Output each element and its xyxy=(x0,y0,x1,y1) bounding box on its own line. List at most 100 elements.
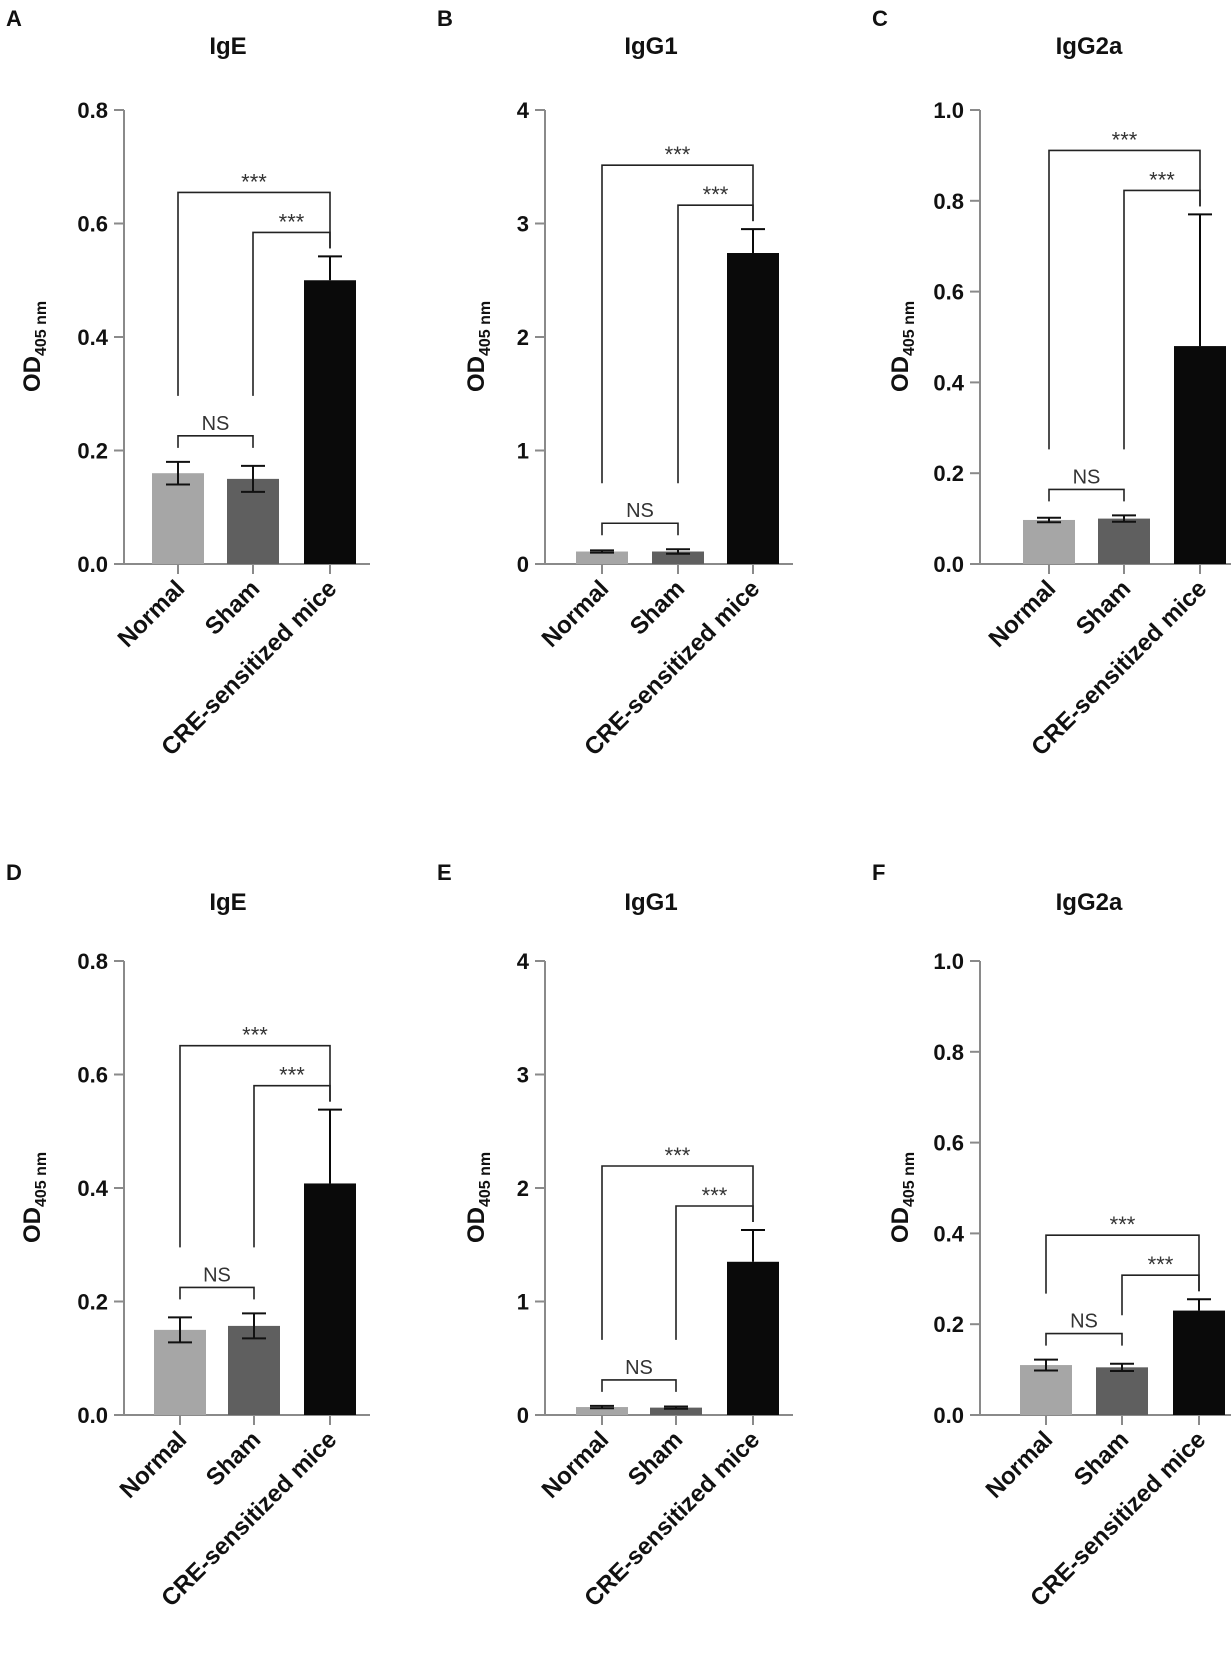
significance-label: *** xyxy=(665,1143,691,1168)
significance-label: *** xyxy=(1148,1252,1174,1277)
y-tick-label: 0.4 xyxy=(77,1176,108,1201)
y-tick-label: 0.6 xyxy=(77,212,108,237)
panel-label: D xyxy=(6,860,22,885)
y-axis-label-sub: 405 nm xyxy=(901,301,918,356)
y-axis-label: OD405 nm xyxy=(463,301,494,392)
significance-label: NS xyxy=(1073,466,1101,488)
y-axis-label-sub: 405 nm xyxy=(477,301,494,356)
significance-bracket xyxy=(177,191,331,396)
y-tick-label: 0.0 xyxy=(933,1403,964,1428)
significance-label: *** xyxy=(1149,167,1175,192)
bar-sham xyxy=(1098,518,1150,564)
chart-panel-f: F IgG2a 0.0 0.2 0.4 0.6 0.8 1.0 OD405 nm Normal Sh… xyxy=(872,860,1231,1612)
significance-label: *** xyxy=(703,182,729,207)
y-tick-label: 0.8 xyxy=(77,949,108,974)
y-axis-label-sub: 405 nm xyxy=(901,1152,918,1207)
bar-cre xyxy=(1174,346,1226,564)
significance-bracket xyxy=(1048,488,1125,502)
significance-bracket xyxy=(177,435,254,448)
chart-title: IgE xyxy=(209,889,246,916)
bar-cre xyxy=(1173,1310,1225,1415)
significance-bracket xyxy=(601,1379,677,1392)
x-tick-label: Normal xyxy=(537,1426,615,1504)
y-axis-label-main: OD xyxy=(887,356,914,392)
significance-bracket xyxy=(601,1165,754,1340)
x-tick-label: Normal xyxy=(113,575,191,653)
y-tick-label: 2 xyxy=(517,325,529,350)
chart-title: IgG1 xyxy=(624,889,677,916)
y-tick-label: 0 xyxy=(517,1403,529,1428)
x-tick-label: Sham xyxy=(1071,575,1136,640)
significance-label: *** xyxy=(702,1183,728,1208)
y-axis-label: OD405 nm xyxy=(887,1152,918,1243)
y-tick-label: 0.2 xyxy=(77,439,108,464)
y-tick-label: 0.8 xyxy=(77,98,108,123)
y-tick-label: 0.0 xyxy=(77,552,108,577)
x-tick-label: Sham xyxy=(625,575,690,640)
y-axis-label: OD405 nm xyxy=(887,301,918,392)
chart-title: IgG2a xyxy=(1056,889,1123,916)
y-axis-label-sub: 405 nm xyxy=(33,301,50,356)
bar-normal xyxy=(576,551,628,564)
x-tick-label: Normal xyxy=(981,1426,1059,1504)
significance-label: NS xyxy=(625,1357,653,1379)
y-tick-label: 0.6 xyxy=(77,1063,108,1088)
significance-label: NS xyxy=(203,1264,231,1286)
chart-title: IgG2a xyxy=(1056,33,1123,60)
y-tick-label: 1.0 xyxy=(933,98,964,123)
y-tick-label: 0.4 xyxy=(933,1221,964,1246)
significance-bracket xyxy=(1045,1234,1200,1294)
bar-sham xyxy=(228,1325,280,1415)
x-tick-label: Normal xyxy=(984,575,1062,653)
chart-panel-c: C IgG2a 0.0 0.2 0.4 0.6 0.8 1.0 OD405 nm Normal Sh… xyxy=(872,6,1231,761)
significance-label: *** xyxy=(1110,1212,1136,1237)
y-tick-label: 0 xyxy=(517,552,529,577)
y-tick-label: 0.2 xyxy=(77,1290,108,1315)
significance-label: *** xyxy=(665,142,691,167)
y-tick-label: 0.8 xyxy=(933,1040,964,1065)
significance-label: *** xyxy=(241,169,267,194)
bar-sham xyxy=(652,551,704,564)
bar-sham xyxy=(650,1407,702,1415)
y-tick-label: 3 xyxy=(517,212,529,237)
y-axis-label-sub: 405 nm xyxy=(33,1152,50,1207)
significance-bracket xyxy=(1045,1332,1123,1346)
x-tick-label: Sham xyxy=(200,575,265,640)
bar-normal xyxy=(576,1407,628,1415)
bar-cre xyxy=(304,1183,356,1415)
chart-title: IgG1 xyxy=(624,33,677,60)
y-tick-label: 0.4 xyxy=(933,370,964,395)
panel-label: C xyxy=(872,6,888,31)
y-tick-label: 0.0 xyxy=(933,552,964,577)
bar-normal xyxy=(1020,1365,1072,1415)
panel-label: B xyxy=(437,6,453,31)
significance-bracket xyxy=(179,1286,255,1300)
significance-label: NS xyxy=(1070,1311,1098,1333)
x-tick-label: Normal xyxy=(537,575,615,653)
significance-bracket xyxy=(675,1205,754,1340)
y-tick-label: 0.6 xyxy=(933,1131,964,1156)
significance-bracket xyxy=(1048,149,1201,450)
significance-label: *** xyxy=(279,209,305,234)
y-axis-label: OD405 nm xyxy=(463,1152,494,1243)
chart-title: IgE xyxy=(209,33,246,60)
y-tick-label: 4 xyxy=(517,98,530,123)
x-tick-label: Sham xyxy=(201,1426,266,1491)
y-axis-label: OD405 nm xyxy=(19,301,50,392)
x-tick-label: Normal xyxy=(115,1426,193,1504)
significance-bracket xyxy=(252,231,331,396)
y-tick-label: 0.2 xyxy=(933,461,964,486)
y-tick-label: 0.2 xyxy=(933,1312,964,1337)
y-tick-label: 1.0 xyxy=(933,949,964,974)
bar-normal xyxy=(154,1329,206,1415)
y-tick-label: 1 xyxy=(517,439,529,464)
y-axis-label-main: OD xyxy=(887,1207,914,1243)
y-tick-label: 2 xyxy=(517,1176,529,1201)
y-axis-label-main: OD xyxy=(19,356,46,392)
significance-bracket xyxy=(253,1084,331,1248)
y-axis-label-main: OD xyxy=(463,1207,490,1243)
significance-label: *** xyxy=(279,1063,305,1088)
